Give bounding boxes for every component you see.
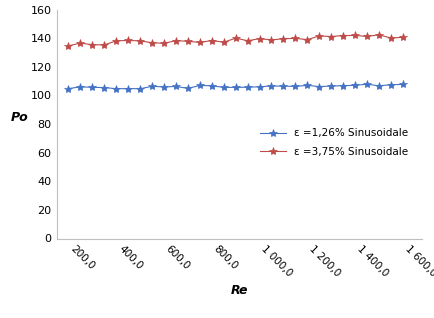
ε =1,26% Sinusoidale xyxy=(197,84,202,87)
ε =1,26% Sinusoidale xyxy=(328,84,333,88)
ε =3,75% Sinusoidale xyxy=(125,38,131,42)
ε =1,26% Sinusoidale xyxy=(304,83,309,87)
ε =1,26% Sinusoidale xyxy=(399,82,404,86)
ε =3,75% Sinusoidale xyxy=(102,43,107,47)
ε =1,26% Sinusoidale xyxy=(220,86,226,89)
ε =3,75% Sinusoidale xyxy=(209,38,214,42)
ε =3,75% Sinusoidale xyxy=(173,39,178,43)
ε =3,75% Sinusoidale xyxy=(340,34,345,38)
ε =3,75% Sinusoidale xyxy=(388,36,393,40)
ε =1,26% Sinusoidale xyxy=(209,84,214,88)
ε =3,75% Sinusoidale xyxy=(137,39,142,43)
ε =1,26% Sinusoidale xyxy=(233,86,238,89)
ε =1,26% Sinusoidale xyxy=(113,87,118,91)
ε =3,75% Sinusoidale xyxy=(364,35,369,38)
ε =3,75% Sinusoidale xyxy=(66,44,71,48)
ε =1,26% Sinusoidale xyxy=(102,86,107,89)
ε =1,26% Sinusoidale xyxy=(375,84,381,88)
Legend: ε =1,26% Sinusoidale, ε =3,75% Sinusoidale: ε =1,26% Sinusoidale, ε =3,75% Sinusoida… xyxy=(251,120,416,165)
ε =1,26% Sinusoidale xyxy=(66,87,71,91)
ε =1,26% Sinusoidale xyxy=(256,85,262,89)
ε =3,75% Sinusoidale xyxy=(328,35,333,38)
ε =1,26% Sinusoidale xyxy=(149,84,155,88)
ε =3,75% Sinusoidale xyxy=(161,41,166,45)
ε =3,75% Sinusoidale xyxy=(197,40,202,44)
ε =3,75% Sinusoidale xyxy=(256,37,262,41)
ε =3,75% Sinusoidale xyxy=(268,38,273,42)
ε =1,26% Sinusoidale xyxy=(137,87,142,91)
ε =1,26% Sinusoidale xyxy=(89,86,95,89)
ε =3,75% Sinusoidale xyxy=(89,43,95,47)
ε =3,75% Sinusoidale xyxy=(399,35,404,39)
ε =3,75% Sinusoidale xyxy=(375,33,381,37)
ε =3,75% Sinusoidale xyxy=(280,37,286,41)
Line: ε =1,26% Sinusoidale: ε =1,26% Sinusoidale xyxy=(64,80,406,93)
ε =1,26% Sinusoidale xyxy=(364,82,369,86)
ε =3,75% Sinusoidale xyxy=(220,40,226,44)
ε =1,26% Sinusoidale xyxy=(185,86,190,90)
ε =1,26% Sinusoidale xyxy=(125,87,131,91)
ε =1,26% Sinusoidale xyxy=(78,85,83,89)
ε =3,75% Sinusoidale xyxy=(233,36,238,40)
ε =1,26% Sinusoidale xyxy=(280,84,286,88)
ε =3,75% Sinusoidale xyxy=(244,39,250,43)
ε =1,26% Sinusoidale xyxy=(173,85,178,88)
ε =1,26% Sinusoidale xyxy=(340,84,345,87)
ε =3,75% Sinusoidale xyxy=(352,33,357,37)
ε =3,75% Sinusoidale xyxy=(316,34,321,38)
ε =1,26% Sinusoidale xyxy=(244,85,250,89)
X-axis label: Re: Re xyxy=(230,284,247,297)
ε =3,75% Sinusoidale xyxy=(149,41,155,45)
ε =3,75% Sinusoidale xyxy=(78,41,83,45)
ε =1,26% Sinusoidale xyxy=(316,85,321,88)
Line: ε =3,75% Sinusoidale: ε =3,75% Sinusoidale xyxy=(64,31,406,50)
ε =1,26% Sinusoidale xyxy=(292,85,297,88)
Y-axis label: Po: Po xyxy=(10,111,28,124)
ε =1,26% Sinusoidale xyxy=(268,84,273,88)
ε =3,75% Sinusoidale xyxy=(113,39,118,43)
ε =3,75% Sinusoidale xyxy=(185,39,190,43)
ε =1,26% Sinusoidale xyxy=(352,83,357,87)
ε =3,75% Sinusoidale xyxy=(292,37,297,40)
ε =1,26% Sinusoidale xyxy=(161,85,166,89)
ε =3,75% Sinusoidale xyxy=(304,38,309,42)
ε =1,26% Sinusoidale xyxy=(388,83,393,87)
